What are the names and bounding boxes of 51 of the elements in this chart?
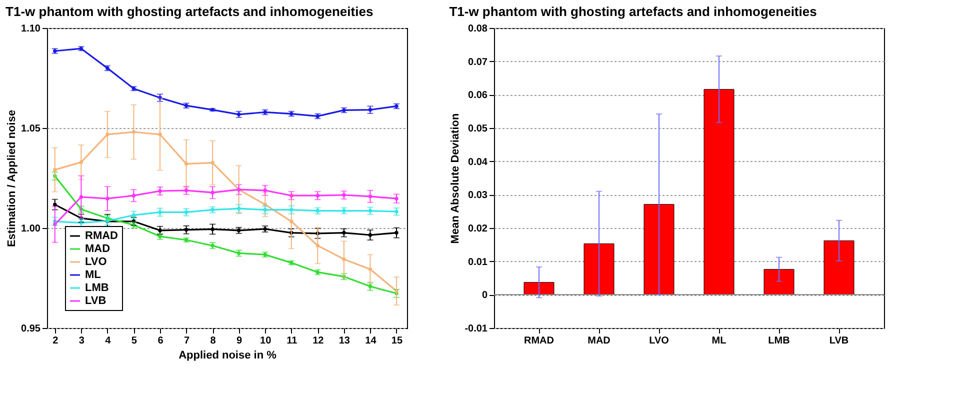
legend-label: LVB: [85, 295, 106, 307]
y-tick-label: 0.95: [21, 324, 41, 334]
y-tick-label: 0: [482, 290, 488, 302]
x-tick-label: MAD: [588, 336, 610, 346]
x-tick-label: 15: [391, 336, 403, 346]
x-tick-label: 11: [286, 336, 298, 346]
y-tick-label: 0.02: [468, 224, 488, 234]
bar: [524, 282, 554, 295]
x-tick-label: 7: [184, 336, 190, 346]
y-tick-label: 1.00: [21, 224, 41, 234]
x-tick-label: 10: [260, 336, 272, 346]
bar: [764, 269, 794, 295]
legend-label: LMB: [85, 282, 109, 294]
x-tick-label: 14: [365, 336, 377, 346]
x-tick-label: 6: [158, 336, 164, 346]
chart-title: T1-w phantom with ghosting artefacts and inhomogeneities: [6, 4, 374, 19]
x-tick-label: LVB: [829, 336, 849, 346]
y-tick-label: 0.08: [468, 24, 488, 34]
x-tick-label: RMAD: [524, 336, 554, 346]
legend-label: ML: [85, 269, 102, 281]
x-axis-title: Applied noise in %: [178, 350, 277, 362]
x-tick-label: 5: [131, 336, 138, 346]
y-tick-label: -0.01: [464, 324, 488, 334]
x-tick-label: 9: [236, 336, 243, 346]
y-axis-title: Mean Absolute Deviation: [450, 113, 462, 244]
legend-label: RMAD: [85, 230, 118, 242]
x-tick-label: 8: [210, 336, 216, 346]
legend-label: LVO: [85, 256, 108, 268]
bar: [704, 89, 734, 295]
x-tick-label: 12: [312, 336, 324, 346]
legend-label: MAD: [85, 243, 110, 255]
chart-title: T1-w phantom with ghosting artefacts and inhomogeneities: [449, 4, 817, 19]
x-tick-label: LMB: [768, 336, 790, 346]
x-tick-label: 3: [78, 336, 85, 346]
y-tick-label: 0.04: [468, 156, 488, 168]
y-tick-label: 0.03: [468, 190, 488, 202]
x-tick-label: 4: [105, 336, 112, 346]
y-tick-label: 1.10: [21, 24, 41, 34]
x-tick-label: 13: [338, 336, 350, 346]
bar: [644, 204, 674, 295]
y-tick-label: 0.05: [468, 124, 488, 134]
y-tick-label: 0.06: [468, 90, 488, 102]
bar: [824, 240, 854, 295]
x-tick-label: ML: [712, 336, 726, 346]
x-tick-label: 2: [52, 336, 59, 346]
bar: [584, 243, 614, 295]
y-axis-title: Estimation / Applied noise: [6, 110, 18, 248]
x-tick-label: LVO: [649, 336, 670, 346]
y-tick-label: 0.01: [468, 256, 488, 268]
y-tick-label: 0.07: [468, 56, 488, 68]
y-tick-label: 1.05: [21, 124, 41, 134]
